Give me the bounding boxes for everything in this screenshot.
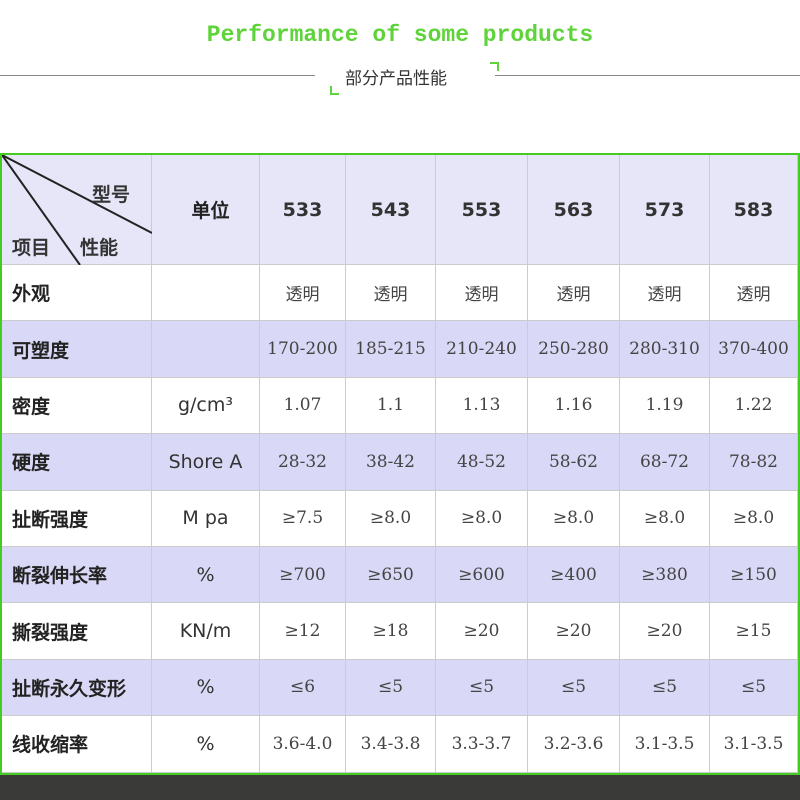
cell: ≥7.5 xyxy=(260,490,346,547)
cell: ≥20 xyxy=(436,603,528,660)
cell: ≥8.0 xyxy=(346,490,436,547)
corner-lines xyxy=(2,155,152,265)
cell: 185-215 xyxy=(346,321,436,378)
cell: 透明 xyxy=(710,265,798,322)
cell: 533 xyxy=(260,155,346,265)
cell: 撕裂强度 xyxy=(2,603,152,660)
bracket xyxy=(330,86,339,95)
cell: 210-240 xyxy=(436,321,528,378)
cell: 3.6-4.0 xyxy=(260,716,346,773)
cell: 1.07 xyxy=(260,377,346,435)
cell: M pa xyxy=(152,490,260,547)
cell: ≥150 xyxy=(710,547,798,604)
cell: 280-310 xyxy=(620,321,710,378)
cell: 170-200 xyxy=(260,321,346,378)
table: 型号 性能 项目 单位 533 543 553 563 573 583 外观 透明 透明 透明 透明 透明 透明… xyxy=(0,153,800,775)
corner-label: 项目 xyxy=(12,237,51,259)
cell: 583 xyxy=(710,155,798,265)
rule xyxy=(495,75,800,76)
corner-label: 型号 xyxy=(92,184,131,206)
footer-band xyxy=(0,775,800,800)
rule xyxy=(0,75,315,76)
cell: 硬度 xyxy=(2,434,152,491)
cell: 单位 xyxy=(152,155,260,265)
cell: Shore A xyxy=(152,434,260,491)
cell: ≥8.0 xyxy=(436,490,528,547)
cell: 透明 xyxy=(260,265,346,322)
cell: 线收缩率 xyxy=(2,716,152,773)
cell: g/cm³ xyxy=(152,377,260,435)
cell: 3.1-3.5 xyxy=(710,716,798,773)
cell xyxy=(152,321,260,378)
cell: 扯断强度 xyxy=(2,490,152,547)
cell: ≥15 xyxy=(710,603,798,660)
cell: 250-280 xyxy=(528,321,620,378)
cell: 78-82 xyxy=(710,434,798,491)
cell: ≥400 xyxy=(528,547,620,604)
cell: 密度 xyxy=(2,377,152,435)
cell: 1.22 xyxy=(710,377,798,435)
cell: 3.4-3.8 xyxy=(346,716,436,773)
cell: 543 xyxy=(346,155,436,265)
cell: 48-52 xyxy=(436,434,528,491)
cell: 透明 xyxy=(436,265,528,322)
cell: 外观 xyxy=(2,265,152,322)
cell: 3.2-3.6 xyxy=(528,716,620,773)
cell: 3.1-3.5 xyxy=(620,716,710,773)
cell: 透明 xyxy=(346,265,436,322)
cell: ≥20 xyxy=(528,603,620,660)
cell: ≤5 xyxy=(528,659,620,717)
cell: ≤6 xyxy=(260,659,346,717)
cell: ≥700 xyxy=(260,547,346,604)
cell: 553 xyxy=(436,155,528,265)
cell: % xyxy=(152,716,260,773)
cell: 透明 xyxy=(620,265,710,322)
cell: 1.16 xyxy=(528,377,620,435)
bracket xyxy=(490,62,499,71)
cell: ≥600 xyxy=(436,547,528,604)
cell: ≥12 xyxy=(260,603,346,660)
cell: 3.3-3.7 xyxy=(436,716,528,773)
cell: 1.13 xyxy=(436,377,528,435)
cell: ≤5 xyxy=(346,659,436,717)
cell: 58-62 xyxy=(528,434,620,491)
cell: 28-32 xyxy=(260,434,346,491)
cell: 透明 xyxy=(528,265,620,322)
corner-label: 性能 xyxy=(80,237,119,259)
cell: 断裂伸长率 xyxy=(2,547,152,604)
cell: 573 xyxy=(620,155,710,265)
cell: 1.1 xyxy=(346,377,436,435)
title: Performance of some products xyxy=(206,22,594,48)
cell: ≥20 xyxy=(620,603,710,660)
cell: ≥8.0 xyxy=(528,490,620,547)
cell: 型号性能 项目 xyxy=(2,155,152,265)
cell: ≥18 xyxy=(346,603,436,660)
cell: ≤5 xyxy=(436,659,528,717)
cell: 68-72 xyxy=(620,434,710,491)
cell: 563 xyxy=(528,155,620,265)
cell: ≥8.0 xyxy=(620,490,710,547)
cell: ≥380 xyxy=(620,547,710,604)
cell xyxy=(152,265,260,322)
cell: 370-400 xyxy=(710,321,798,378)
cell: 38-42 xyxy=(346,434,436,491)
cell: ≤5 xyxy=(620,659,710,717)
cell: ≥650 xyxy=(346,547,436,604)
cell: % xyxy=(152,659,260,717)
cell: 扯断永久变形 xyxy=(2,659,152,717)
cell: ≤5 xyxy=(710,659,798,717)
cell: 可塑度 xyxy=(2,321,152,378)
cell: KN/m xyxy=(152,603,260,660)
cell: % xyxy=(152,547,260,604)
cell: 1.19 xyxy=(620,377,710,435)
cell: ≥8.0 xyxy=(710,490,798,547)
subtitle: 部分产品性能 xyxy=(345,69,447,89)
